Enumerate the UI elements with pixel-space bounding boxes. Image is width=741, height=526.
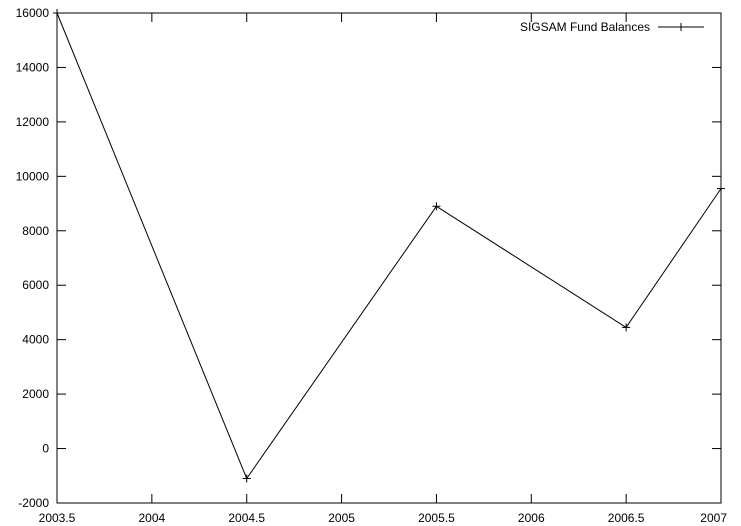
legend-label: SIGSAM Fund Balances [520, 20, 650, 34]
data-point [432, 202, 441, 211]
y-tick-label: 6000 [22, 278, 49, 292]
legend-marker [677, 23, 685, 31]
data-point [242, 474, 251, 483]
data-point [53, 9, 61, 17]
x-tick-label: 2006.5 [608, 511, 645, 525]
y-tick-label: 14000 [16, 60, 50, 74]
x-axis-ticks: 2003.5 2004 2004.5 2005 2005.5 2006 2006.5 2007 [39, 13, 727, 525]
series-line [56, 12, 722, 480]
x-tick-label: 2004 [139, 511, 166, 525]
data-point [622, 323, 631, 332]
x-tick-label: 2005.5 [418, 511, 455, 525]
legend: SIGSAM Fund Balances [520, 20, 704, 34]
y-tick-label: 12000 [16, 115, 50, 129]
plot-frame [56, 12, 722, 504]
y-tick-label: 0 [42, 442, 49, 456]
x-tick-label: 2006 [518, 511, 545, 525]
x-tick-label: 2007 [700, 511, 727, 525]
y-tick-label: 16000 [16, 6, 50, 20]
y-tick-label: 10000 [16, 169, 50, 183]
y-tick-label: 2000 [22, 387, 49, 401]
data-point [717, 184, 725, 193]
x-tick-label: 2003.5 [39, 511, 76, 525]
y-tick-label: 4000 [22, 333, 49, 347]
y-tick-label: 8000 [22, 224, 49, 238]
x-tick-label: 2004.5 [228, 511, 265, 525]
x-tick-label: 2005 [328, 511, 355, 525]
series-layer [53, 9, 725, 483]
y-axis-ticks: -2000 0 2000 4000 6000 8000 10000 12000 14000 160… [16, 6, 721, 510]
y-tick-label: -2000 [18, 496, 49, 510]
